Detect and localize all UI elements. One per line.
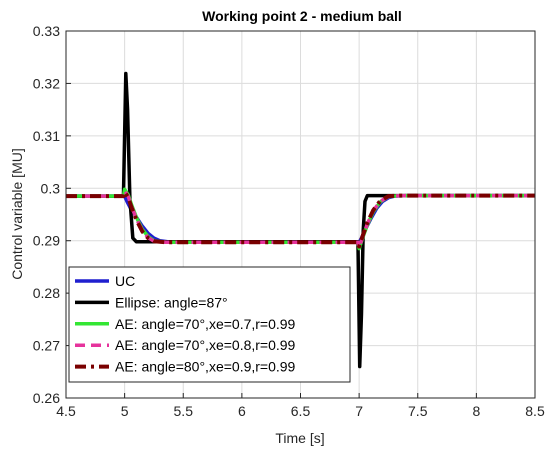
y-tick-label: 0.33 — [33, 23, 60, 39]
y-tick-label: 0.28 — [33, 285, 60, 301]
y-axis-label: Control variable [MU] — [9, 148, 25, 280]
x-tick-label: 5 — [121, 403, 129, 419]
x-tick-label: 7.5 — [408, 403, 428, 419]
y-tick-label: 0.32 — [33, 75, 60, 91]
legend-label: AE: angle=70°,xe=0.7,r=0.99 — [115, 316, 296, 332]
x-axis-label: Time [s] — [275, 430, 324, 446]
x-tick-label: 6 — [238, 403, 246, 419]
series-line-4 — [66, 189, 535, 250]
legend-label: AE: angle=70°,xe=0.8,r=0.99 — [115, 337, 296, 353]
chart-title: Working point 2 - medium ball — [202, 8, 402, 24]
legend-label: UC — [115, 273, 135, 289]
legend-label: Ellipse: angle=87° — [115, 294, 228, 310]
x-tick-label: 4.5 — [56, 403, 76, 419]
series-group — [66, 71, 535, 369]
x-tick-label: 8.5 — [525, 403, 545, 419]
x-tick-label: 8 — [472, 403, 480, 419]
x-tick-label: 7 — [355, 403, 363, 419]
y-tick-label: 0.27 — [33, 338, 60, 354]
tick-labels: 4.5 5 5.5 6 6.5 7 7.5 8 8.5 0.26 0.27 0.28 0.29 0.3 0.… — [33, 23, 545, 419]
y-tick-label: 0.3 — [41, 180, 61, 196]
y-tick-label: 0.26 — [33, 390, 60, 406]
legend-box — [68, 266, 351, 383]
legend-label: AE: angle=80°,xe=0.9,r=0.99 — [115, 359, 296, 375]
legend: UC Ellipse: angle=87° AE: angle=70°,xe=0.7… — [68, 266, 351, 383]
x-tick-label: 5.5 — [174, 403, 194, 419]
y-tick-label: 0.29 — [33, 233, 60, 249]
y-tick-label: 0.31 — [33, 128, 60, 144]
x-tick-label: 6.5 — [291, 403, 311, 419]
